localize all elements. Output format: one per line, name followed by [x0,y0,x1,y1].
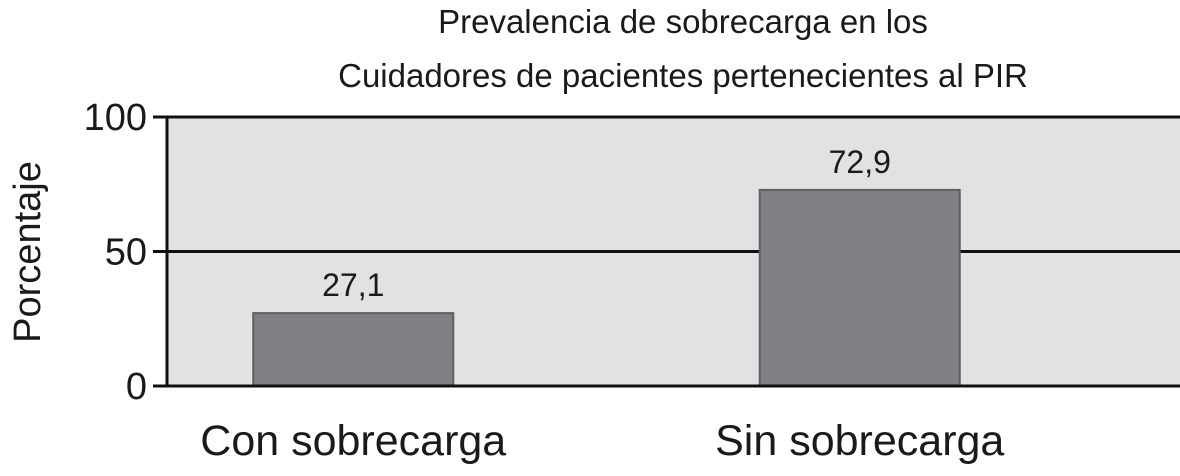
x-category-label: Sin sobrecarga [715,417,1004,465]
y-tick-label: 0 [126,366,147,408]
x-axis: Con sobrecarga Sin sobrecarga [167,384,1180,465]
bar-1 [252,312,455,388]
data-label: 72,9 [829,144,891,180]
bars [252,188,961,388]
data-labels: 27,1 72,9 [322,144,891,303]
data-label: 27,1 [322,267,384,303]
y-axis: 0 50 100 [84,97,169,408]
bar-2 [758,188,961,387]
y-axis-title: Porcentaje [7,161,49,343]
y-tick-label: 50 [105,232,147,274]
chart-title: Prevalencia de sobrecarga en los [438,3,928,40]
y-tick-label: 100 [84,97,147,139]
x-category-label: Con sobrecarga [200,417,506,465]
chart-subtitle: Cuidadores de pacientes pertenecientes a… [338,57,1028,94]
